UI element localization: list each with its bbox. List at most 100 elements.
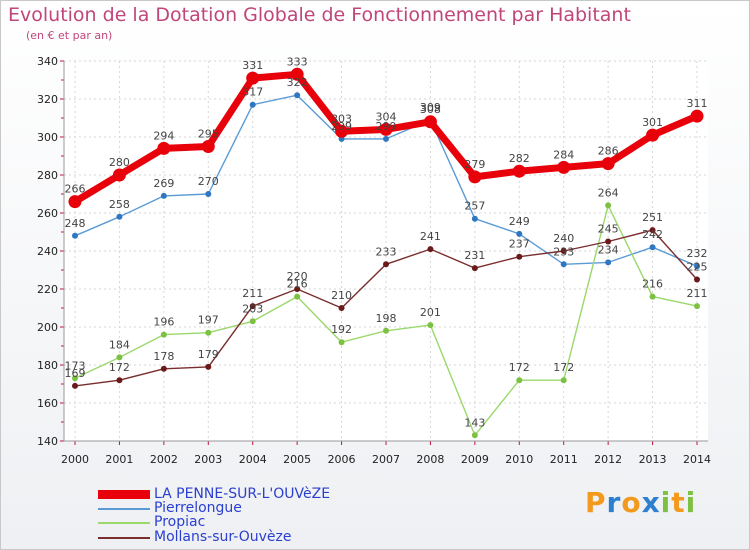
data-label: 282 [509,152,530,165]
y-tick-label: 200 [37,321,58,334]
logo-letter: r [606,486,622,519]
legend-swatch [98,490,150,499]
data-label: 299 [376,120,397,133]
data-label: 172 [509,361,530,374]
data-point [649,244,656,251]
data-point [427,322,434,329]
data-label: 203 [242,302,263,315]
data-point [601,157,615,171]
data-point [516,377,523,384]
data-point [205,191,212,197]
data-label: 169 [65,367,86,380]
chart-subtitle: (en € et par an) [26,29,113,42]
logo-letter: o [621,486,642,519]
x-tick-label: 2006 [328,453,356,466]
data-point [290,67,304,81]
y-tick-label: 340 [37,55,58,68]
data-label: 257 [464,200,485,213]
data-label: 280 [109,156,130,169]
data-label: 172 [553,361,574,374]
logo-letter: t [671,486,686,519]
y-tick-label: 260 [37,207,58,220]
data-label: 242 [642,228,663,241]
legend-swatch [98,537,150,539]
data-label: 269 [153,177,174,190]
data-point [516,253,523,260]
data-label: 251 [642,211,663,224]
data-label: 173 [65,359,86,372]
data-point [512,164,526,178]
data-label: 237 [509,238,530,251]
data-label: 294 [153,129,174,142]
data-label: 192 [331,323,352,336]
x-tick-label: 2012 [594,453,622,466]
x-tick-label: 2009 [461,453,489,466]
data-point [468,170,482,184]
data-label: 196 [153,316,174,329]
data-point [427,246,434,253]
data-point [646,128,660,142]
data-label: 184 [109,338,130,351]
data-label: 279 [464,158,485,171]
data-label: 240 [553,232,574,245]
data-point [72,375,78,382]
data-label: 210 [331,289,352,302]
data-label: 201 [420,306,441,319]
data-point [649,227,656,234]
data-point [471,432,478,439]
data-point [246,71,260,85]
data-point [116,377,123,384]
y-tick-label: 240 [37,245,58,258]
data-label: 172 [109,361,130,374]
y-tick-label: 160 [37,397,58,410]
data-point [605,259,612,266]
data-point [116,213,123,220]
y-tick-label: 180 [37,359,58,372]
data-label: 241 [420,230,441,243]
data-point [516,230,523,237]
x-tick-label: 2002 [150,453,178,466]
data-label: 216 [287,278,308,291]
data-point [294,286,301,292]
y-tick-label: 140 [37,435,58,448]
y-tick-label: 300 [37,131,58,144]
legend-swatch [98,508,150,510]
data-label: 270 [198,175,219,188]
data-point [205,363,212,370]
data-point [605,202,612,209]
y-tick-label: 280 [37,169,58,182]
data-point [201,140,215,153]
legend-swatch [98,522,150,524]
data-label: 233 [553,245,574,258]
data-label: 234 [598,243,619,256]
data-point [338,339,345,346]
data-label: 245 [598,223,619,236]
data-point [560,377,567,384]
data-label: 303 [331,112,352,125]
data-point [649,293,656,300]
logo-letter: P [585,486,607,519]
data-label: 295 [198,128,219,141]
data-point [160,192,167,199]
data-label: 211 [687,287,708,300]
data-point [694,303,700,310]
data-label: 179 [198,348,219,361]
x-tick-label: 2011 [550,453,578,466]
y-tick-label: 320 [37,93,58,106]
x-tick-label: 2008 [416,453,444,466]
data-label: 178 [153,350,174,363]
data-point [560,248,567,254]
data-label: 299 [331,120,352,133]
x-tick-label: 2005 [283,453,311,466]
x-tick-label: 2010 [505,453,533,466]
data-point [338,305,345,311]
data-point [249,101,256,108]
data-point [112,168,126,182]
data-label: 249 [509,215,530,228]
legend-label: Pierrelongue [154,500,242,516]
data-point [160,331,167,338]
data-label: 198 [376,312,397,325]
x-tick-label: 2013 [639,453,667,466]
data-point [605,238,612,245]
